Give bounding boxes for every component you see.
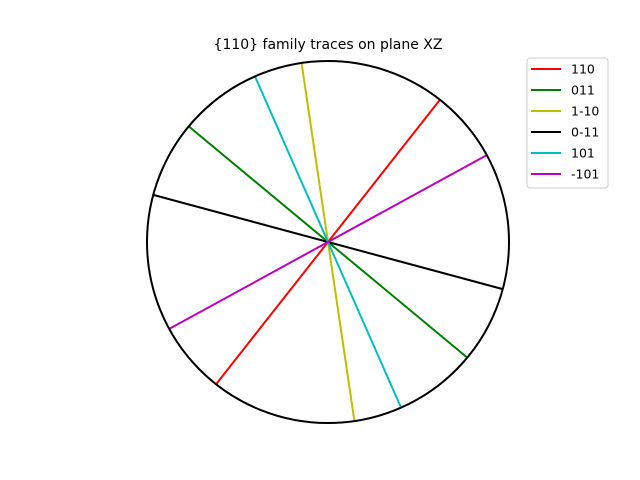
primitive-circle <box>146 60 510 424</box>
legend-label-101: 101 <box>571 146 595 161</box>
legend-label-110: 110 <box>571 62 595 77</box>
trace-line--101 <box>168 154 488 330</box>
legend-label-1-10: 1-10 <box>571 104 599 119</box>
legend-label--101: -101 <box>571 167 599 182</box>
legend-label-0-11: 0-11 <box>571 125 599 140</box>
legend: 110 011 1-10 0-11 101 -101 <box>526 57 609 189</box>
chart-title: {110} family traces on plane XZ <box>214 37 443 53</box>
legend-items: 110 011 1-10 0-11 101 -101 <box>531 62 599 182</box>
trace-lines <box>152 62 504 422</box>
legend-label-011: 011 <box>571 83 595 98</box>
